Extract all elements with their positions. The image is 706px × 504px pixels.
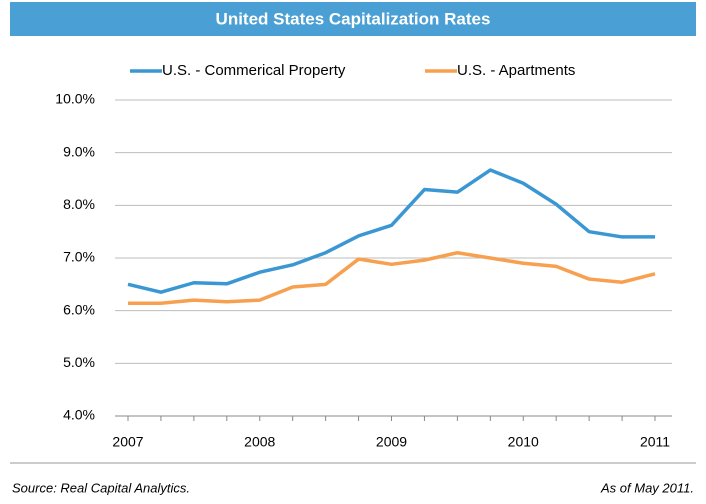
x-tick-label: 2010 [508, 434, 539, 450]
y-tick-label: 5.0% [63, 354, 95, 370]
series-line [127, 168, 655, 294]
y-tick-label: 9.0% [63, 143, 95, 159]
chart-title: United States Capitalization Rates [216, 9, 491, 28]
series-line [128, 250, 656, 306]
y-tick-label: 4.0% [63, 407, 95, 423]
x-tick-label: 2007 [112, 434, 143, 450]
legend-label: U.S. - Apartments [457, 62, 575, 79]
legend-label: U.S. - Commerical Property [162, 62, 346, 79]
title-bar [10, 2, 696, 36]
y-tick-label: 10.0% [55, 91, 95, 107]
x-tick-label: 2008 [244, 434, 275, 450]
x-tick-label: 2011 [640, 434, 670, 450]
note: As of May 2011. [600, 480, 694, 495]
y-tick-label: 8.0% [63, 196, 95, 212]
x-tick-label: 2009 [376, 434, 407, 450]
y-tick-label: 6.0% [63, 301, 95, 317]
source: Source: Real Capital Analytics. [12, 480, 190, 495]
y-tick-label: 7.0% [63, 249, 95, 265]
